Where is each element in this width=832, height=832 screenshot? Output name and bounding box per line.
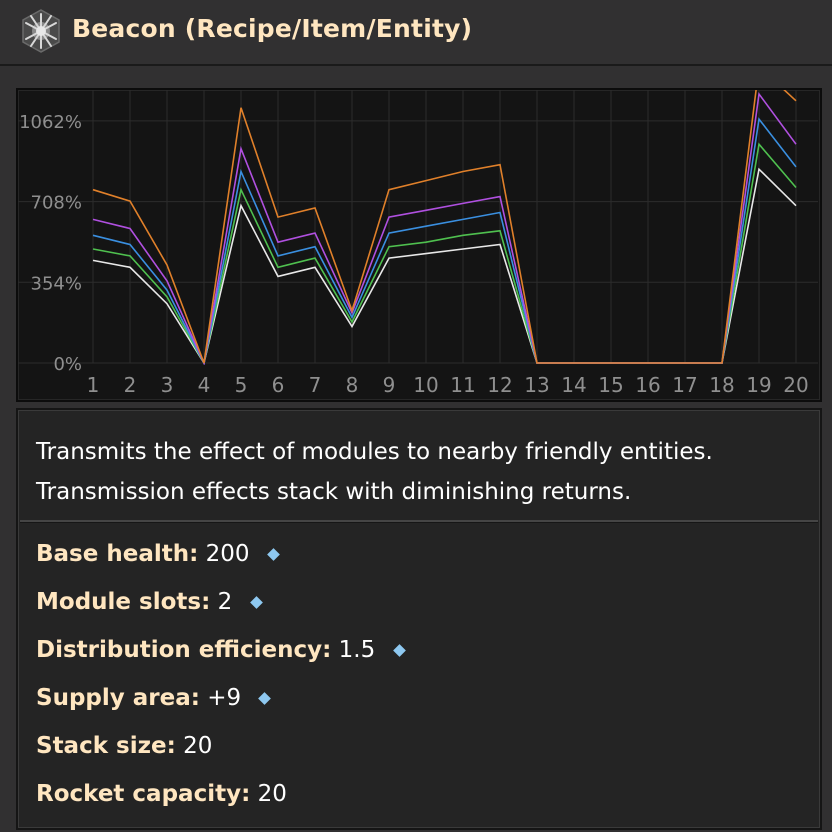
property-value: 20: [183, 733, 213, 759]
quality-diamond-icon: [266, 548, 280, 561]
chart-plot: 0%354%708%1062%1 2 3 4 5 6 7 8 9 10 11 12 13 14 15 16 17…: [18, 90, 818, 397]
title-bar: Beacon (Recipe/Item/Entity): [0, 0, 832, 66]
property-label: Distribution efficiency:: [36, 637, 332, 663]
property-module-slots: Module slots: 2: [36, 580, 806, 628]
x-tick-label: 2: [124, 373, 137, 397]
property-value: 2: [217, 589, 233, 615]
property-rocket-capacity: Rocket capacity: 20: [36, 772, 806, 820]
property-value: +9: [207, 685, 242, 711]
series-line-1: [92, 167, 797, 365]
series-line-2: [92, 142, 797, 365]
x-tick-label: 16: [635, 373, 660, 397]
x-tick-label: 18: [709, 373, 734, 397]
x-tick-label: 7: [309, 373, 322, 397]
x-tick-label: 11: [450, 373, 475, 397]
x-tick-label: 13: [524, 373, 549, 397]
property-base-health: Base health: 200: [36, 532, 806, 580]
x-tick-label: 14: [561, 373, 586, 397]
description-line: Transmits the effect of modules to nearb…: [36, 439, 713, 465]
effect-chart: 0% 354% 708% 1062% 1 2 3 4 5 6 7 8 9 10 11 12 13 14 15 16 17…: [16, 88, 822, 402]
x-tick-label: 6: [272, 373, 285, 397]
property-value: 1.5: [338, 637, 376, 663]
property-list: Base health: 200 Module slots: 2 Distrib…: [36, 532, 806, 820]
quality-diamond-icon: [249, 596, 263, 609]
description: Transmits the effect of modules to nearb…: [36, 432, 806, 512]
x-tick-label: 3: [161, 373, 174, 397]
divider: [20, 520, 818, 523]
property-label: Supply area:: [36, 685, 200, 711]
info-panel: Transmits the effect of modules to nearb…: [16, 408, 822, 830]
beacon-icon: [22, 9, 60, 53]
x-tick-label: 5: [235, 373, 248, 397]
x-tick-label: 10: [413, 373, 438, 397]
y-tick-label: 708%: [31, 193, 82, 214]
x-tick-label: 17: [672, 373, 697, 397]
window-title: Beacon (Recipe/Item/Entity): [72, 14, 473, 43]
series-line-4: [92, 91, 797, 365]
x-tick-label: 19: [746, 373, 771, 397]
y-tick-label: 354%: [31, 273, 82, 294]
y-tick-label: 0%: [53, 354, 82, 375]
property-label: Module slots:: [36, 589, 211, 615]
series-line-5: [92, 90, 797, 364]
property-supply-area: Supply area: +9: [36, 676, 806, 724]
x-tick-label: 20: [783, 373, 808, 397]
property-value: 20: [257, 781, 287, 807]
series-group: [92, 90, 797, 365]
x-tick-label: 4: [198, 373, 211, 397]
x-tick-label: 9: [383, 373, 396, 397]
quality-diamond-icon: [392, 644, 406, 657]
x-tick-label: 8: [346, 373, 359, 397]
property-distribution-efficiency: Distribution efficiency: 1.5: [36, 628, 806, 676]
quality-diamond-icon: [258, 692, 272, 705]
y-tick-label: 1062%: [19, 112, 82, 133]
x-tick-label: 12: [487, 373, 512, 397]
property-label: Rocket capacity:: [36, 781, 251, 807]
property-value: 200: [205, 541, 250, 567]
series-line-3: [92, 117, 797, 365]
property-stack-size: Stack size: 20: [36, 724, 806, 772]
description-line: Transmission effects stack with diminish…: [36, 479, 632, 505]
x-tick-label: 15: [598, 373, 623, 397]
property-label: Stack size:: [36, 733, 176, 759]
x-tick-label: 1: [87, 373, 100, 397]
property-label: Base health:: [36, 541, 199, 567]
